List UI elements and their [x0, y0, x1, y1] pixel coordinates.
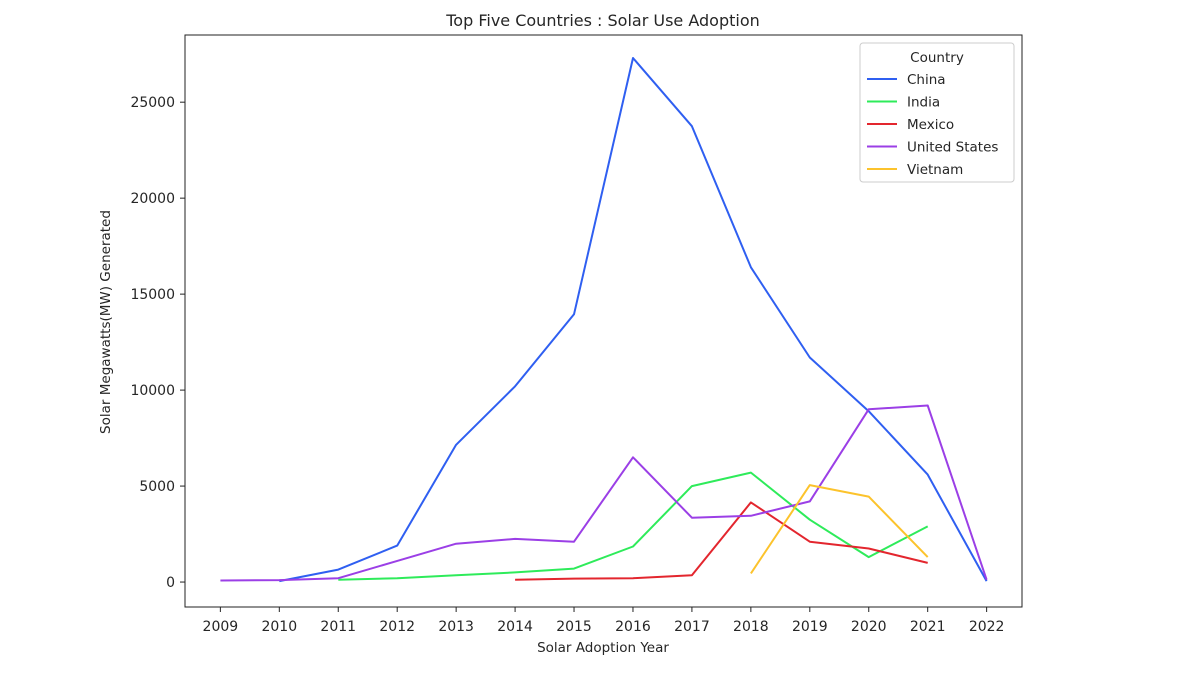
- legend-label-mexico: Mexico: [907, 117, 954, 133]
- plot-area: [184, 34, 1023, 608]
- x-tick-label: 2013: [438, 619, 474, 635]
- x-tick-label: 2017: [674, 619, 710, 635]
- x-tick-label: 2016: [615, 619, 651, 635]
- y-tick-label: 25000: [130, 95, 175, 111]
- y-tick-label: 5000: [139, 479, 175, 495]
- series-line-india: [338, 471, 929, 581]
- plot-frame: [184, 34, 1023, 608]
- series-line-united-states: [220, 404, 988, 582]
- legend-label-united-states: United States: [907, 140, 998, 156]
- y-tick-label: 0: [166, 575, 175, 591]
- x-tick-label: 2020: [851, 619, 887, 635]
- x-tick-label: 2009: [203, 619, 239, 635]
- y-tick-label: 20000: [130, 191, 175, 207]
- x-tick-label: 2019: [792, 619, 828, 635]
- x-tick-label: 2011: [320, 619, 356, 635]
- x-tick-label: 2022: [969, 619, 1005, 635]
- y-axis-label: Solar Megawatts(MW) Generated: [98, 210, 114, 434]
- legend-label-china: China: [907, 72, 946, 88]
- x-axis-label: Solar Adoption Year: [537, 640, 669, 656]
- y-tick-label: 15000: [130, 287, 175, 303]
- legend-title: Country: [910, 50, 964, 66]
- legend-box: [859, 42, 1015, 183]
- legend-label-vietnam: Vietnam: [907, 162, 963, 178]
- chart-title: Top Five Countries : Solar Use Adoption: [445, 11, 760, 30]
- x-tick-label: 2010: [261, 619, 297, 635]
- series-layer: [220, 57, 988, 583]
- series-line-mexico: [515, 501, 928, 581]
- x-tick-label: 2018: [733, 619, 769, 635]
- series-line-china: [279, 57, 988, 583]
- legend: Country China India Mexico United States Viet…: [859, 42, 1015, 183]
- series-line-vietnam: [750, 484, 929, 574]
- y-tick-label: 10000: [130, 383, 175, 399]
- x-tick-label: 2021: [910, 619, 946, 635]
- axes-layer: 2009 2010 2011 2012 2013 2014 2015 2016 2017 2018…: [130, 95, 1004, 635]
- x-tick-label: 2012: [379, 619, 415, 635]
- legend-label-india: India: [907, 95, 940, 111]
- x-tick-label: 2015: [556, 619, 592, 635]
- x-tick-label: 2014: [497, 619, 533, 635]
